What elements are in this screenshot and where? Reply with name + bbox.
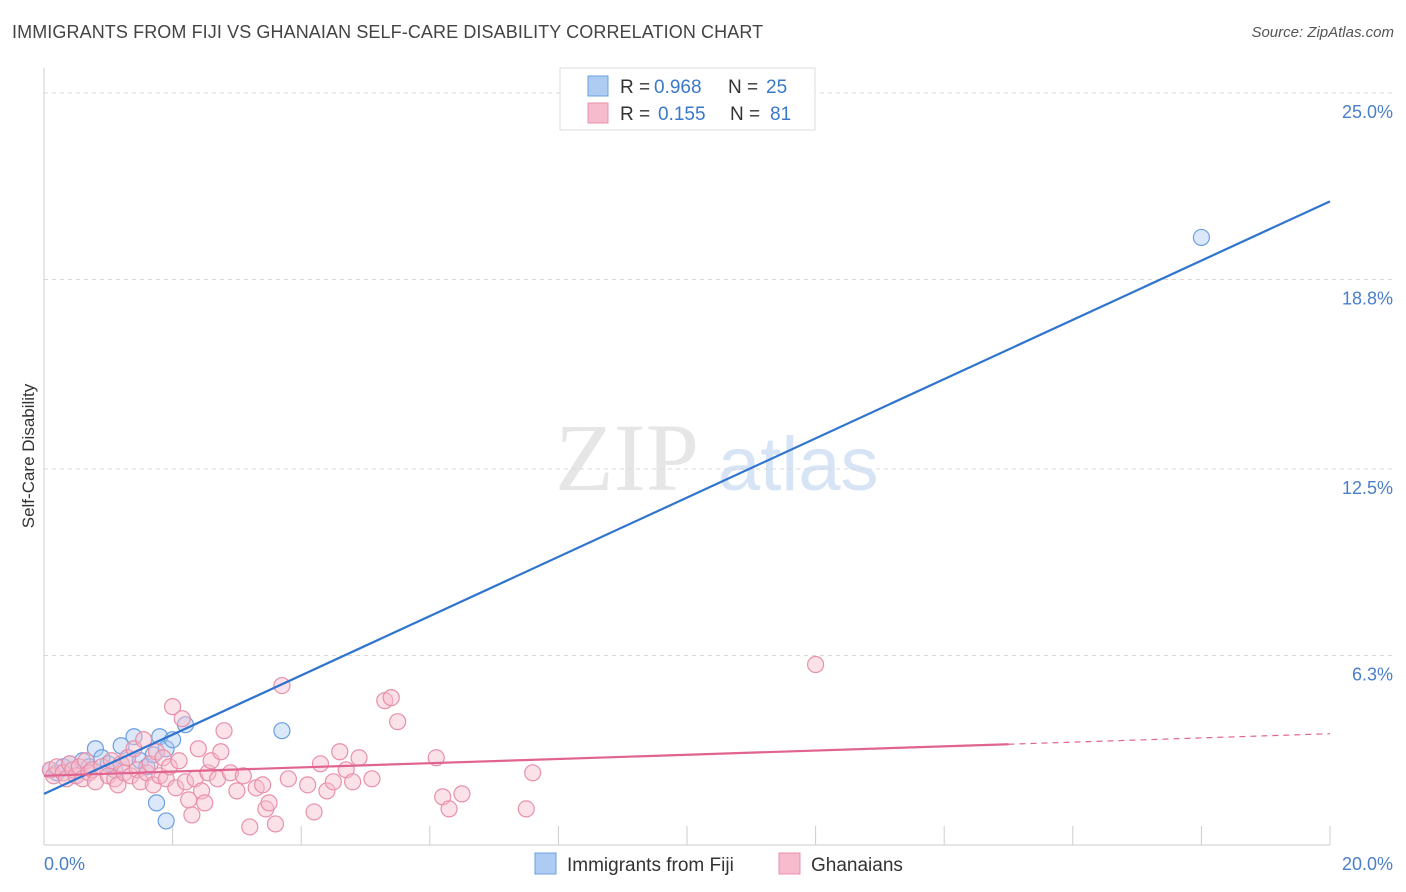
ghanaians-point-45 <box>196 794 214 812</box>
ghanaians-point-49 <box>212 743 230 761</box>
legend-n-value-fiji: 25 <box>766 77 787 98</box>
bottom-legend-label-ghanaians: Ghanaians <box>811 855 903 876</box>
ghanaians-point-58 <box>260 794 278 812</box>
fiji-point-18 <box>157 740 175 758</box>
legend-n-value-ghanaians: 81 <box>770 104 791 125</box>
y-tick-labels: 6.3% 12.5% 18.8% 25.0% <box>1342 102 1393 684</box>
ghanaians-point-65 <box>318 782 336 800</box>
ghanaians-point-37 <box>170 752 188 770</box>
bottom-legend-label-fiji: Immigrants from Fiji <box>567 855 734 876</box>
fiji-point-7 <box>86 740 105 758</box>
legend-r-label-ghanaians: R = <box>620 104 650 125</box>
series-fiji-points <box>41 228 1211 830</box>
ghanaians-point-78 <box>453 785 471 803</box>
ghanaians-point-52 <box>228 782 246 800</box>
legend-r-value-fiji: 0.968 <box>654 77 702 98</box>
chart-title: IMMIGRANTS FROM FIJI VS GHANAIAN SELF-CA… <box>12 22 764 42</box>
ghanaians-point-73 <box>382 689 400 707</box>
ghanaians-point-61 <box>279 770 297 788</box>
y-axis-title: Self-Care Disability <box>19 383 38 528</box>
bottom-legend: Immigrants from Fiji Ghanaians <box>534 852 903 876</box>
legend-swatch-ghanaians <box>587 102 609 124</box>
fiji-point-24 <box>1192 228 1211 247</box>
fiji-point-19 <box>147 794 166 812</box>
ghanaians-point-70 <box>350 749 368 767</box>
ghanaians-point-64 <box>311 755 330 773</box>
ghanaians-point-54 <box>241 818 259 836</box>
x-tick-label-max: 20.0% <box>1342 854 1393 874</box>
y-tick-label-0: 6.3% <box>1352 665 1393 685</box>
x-tick-marks <box>43 826 1331 845</box>
ghanaians-point-77 <box>440 800 458 818</box>
ghanaians-point-74 <box>389 713 407 731</box>
ghanaians-point-50 <box>215 722 233 740</box>
ghanaians-point-59 <box>266 815 285 833</box>
ghanaians-point-56 <box>254 776 272 794</box>
ghanaians-point-43 <box>189 740 207 758</box>
fiji-point-8 <box>93 749 111 767</box>
y-tick-label-1: 12.5% <box>1342 478 1393 498</box>
ghanaians-point-62 <box>299 776 317 794</box>
y-tick-label-3: 25.0% <box>1342 102 1393 122</box>
ghanaians-point-25 <box>131 773 150 791</box>
watermark-zip: ZIP <box>555 404 699 511</box>
watermark-atlas: atlas <box>718 422 879 507</box>
legend-swatch-fiji <box>587 75 609 97</box>
legend-n-label-ghanaians: N = <box>730 104 760 125</box>
fiji-point-20 <box>157 812 175 830</box>
ghanaians-point-38 <box>173 710 191 728</box>
legend: R = 0.968 N = 25 R = 0.155 N = 81 <box>559 67 816 131</box>
ghanaians-point-53 <box>234 767 252 785</box>
gridlines <box>44 92 1394 657</box>
ghanaians-point-80 <box>524 764 542 782</box>
ghanaians-point-30 <box>147 743 166 761</box>
ghanaians-point-66 <box>324 773 342 791</box>
legend-n-label-fiji: N = <box>728 77 758 98</box>
ghanaians-point-71 <box>363 770 381 788</box>
ghanaians-point-41 <box>183 806 201 824</box>
ghanaians-point-35 <box>164 698 182 716</box>
legend-r-label-fiji: R = <box>620 77 650 98</box>
trend-lines <box>43 200 1331 795</box>
ghanaians-point-60 <box>273 676 291 695</box>
bottom-legend-swatch-fiji <box>534 852 557 875</box>
fiji-point-13 <box>125 728 143 746</box>
legend-r-value-ghanaians: 0.155 <box>658 104 706 125</box>
ghanaians-point-36 <box>167 779 185 797</box>
ghanaians-point-63 <box>305 803 323 821</box>
ghanaians-point-69 <box>344 773 362 791</box>
fiji-trend-line <box>43 200 1331 795</box>
y-tick-label-2: 18.8% <box>1342 289 1393 309</box>
source-label: Source: ZipAtlas.com <box>1251 24 1394 41</box>
ghanaians-trend-line-extension <box>1008 733 1331 745</box>
ghanaians-point-32 <box>154 749 172 767</box>
bottom-legend-swatch-ghanaians <box>778 852 801 875</box>
ghanaians-trend-line <box>43 743 1009 777</box>
x-tick-label-min: 0.0% <box>44 854 85 874</box>
ghanaians-point-67 <box>331 743 349 761</box>
ghanaians-point-39 <box>176 773 195 791</box>
ghanaians-point-81 <box>806 655 825 674</box>
ghanaians-point-79 <box>517 800 535 818</box>
fiji-point-23 <box>273 722 291 740</box>
